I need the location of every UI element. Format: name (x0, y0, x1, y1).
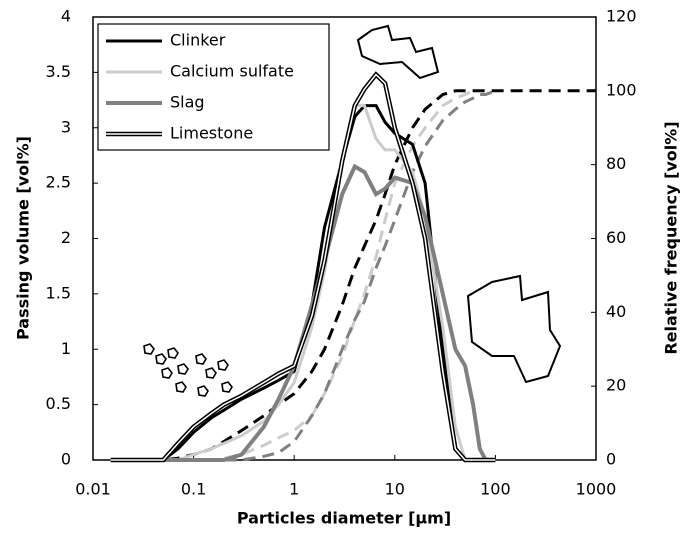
y-tick-label: 4 (61, 7, 71, 26)
legend-label: Clinker (170, 31, 226, 50)
y-tick-label: 2 (61, 228, 71, 247)
legend-label: Calcium sulfate (170, 62, 294, 81)
series-line (110, 163, 496, 462)
cumulative-line (110, 89, 496, 462)
series-line (110, 73, 496, 461)
y-tick-label: 3.5 (46, 62, 71, 81)
legend-label: Slag (170, 93, 205, 112)
x-tick-label: 100 (480, 480, 511, 499)
y-tick-label: 0.5 (46, 394, 71, 413)
y-tick-label: 1.5 (46, 283, 71, 302)
y2-tick-label: 80 (606, 154, 626, 173)
legend-box (97, 23, 330, 151)
y-axis-title: Passing volume [vol%] (14, 136, 33, 340)
x-tick-label: 0.01 (75, 480, 111, 499)
y-tick-label: 0 (61, 450, 71, 469)
y2-tick-label: 20 (606, 376, 626, 395)
x-tick-label: 1 (289, 480, 299, 499)
y2-tick-label: 60 (606, 228, 626, 247)
y-tick-label: 3 (61, 117, 71, 136)
icon-large (356, 24, 440, 80)
y2-tick-label: 40 (606, 302, 626, 321)
y2-axis-title: Relative frequency [vol%] (662, 121, 681, 354)
legend-label: Limestone (170, 124, 253, 143)
y2-tick-label: 0 (606, 450, 616, 469)
x-tick-label: 10 (385, 480, 405, 499)
particle-icons (143, 24, 562, 397)
y2-tick-label: 100 (606, 80, 637, 99)
x-tick-label: 1000 (576, 480, 617, 499)
series-line (110, 71, 496, 463)
y2-tick-label: 120 (606, 7, 637, 26)
icon-small (143, 343, 233, 397)
y-tick-label: 1 (61, 339, 71, 358)
icon-large (466, 274, 562, 384)
x-tick-label: 0.1 (181, 480, 206, 499)
x-axis-title: Particles diameter [µm] (237, 509, 451, 528)
y-tick-label: 2.5 (46, 173, 71, 192)
